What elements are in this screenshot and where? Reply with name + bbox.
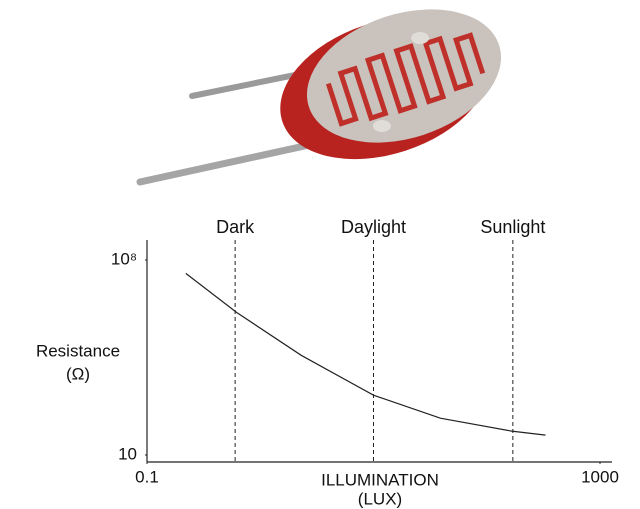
x-tick-label: 0.1: [135, 467, 159, 486]
data-line: [186, 273, 546, 435]
x-tick-label: 1000: [581, 467, 619, 486]
y-axis-title: Resistance: [36, 341, 120, 360]
y-tick-label: 10: [118, 444, 137, 463]
x-axis-title: ILLUMINATION: [321, 470, 439, 489]
page: ILLUMINATION (LUX) Resistance (Ω) 10 10⁸ 0…: [0, 0, 640, 509]
x-axis-title: (LUX): [358, 489, 402, 508]
marker-label: Daylight: [341, 217, 406, 237]
marker-label: Sunlight: [480, 217, 545, 237]
ldr-photo: [140, 0, 518, 184]
y-tick-label: 10⁸: [111, 249, 137, 268]
marker-label: Dark: [216, 217, 255, 237]
y-axis-title: (Ω): [66, 364, 90, 383]
